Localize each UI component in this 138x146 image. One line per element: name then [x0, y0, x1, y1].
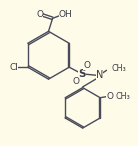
Text: O: O [36, 10, 43, 19]
Text: O: O [106, 92, 113, 101]
Text: O: O [72, 77, 79, 86]
Text: Cl: Cl [9, 63, 18, 72]
Text: S: S [78, 69, 86, 79]
Text: OH: OH [59, 10, 73, 19]
Text: O: O [83, 61, 90, 70]
Text: N: N [96, 70, 103, 80]
Text: CH₃: CH₃ [116, 92, 130, 101]
Text: CH₃: CH₃ [111, 65, 126, 73]
